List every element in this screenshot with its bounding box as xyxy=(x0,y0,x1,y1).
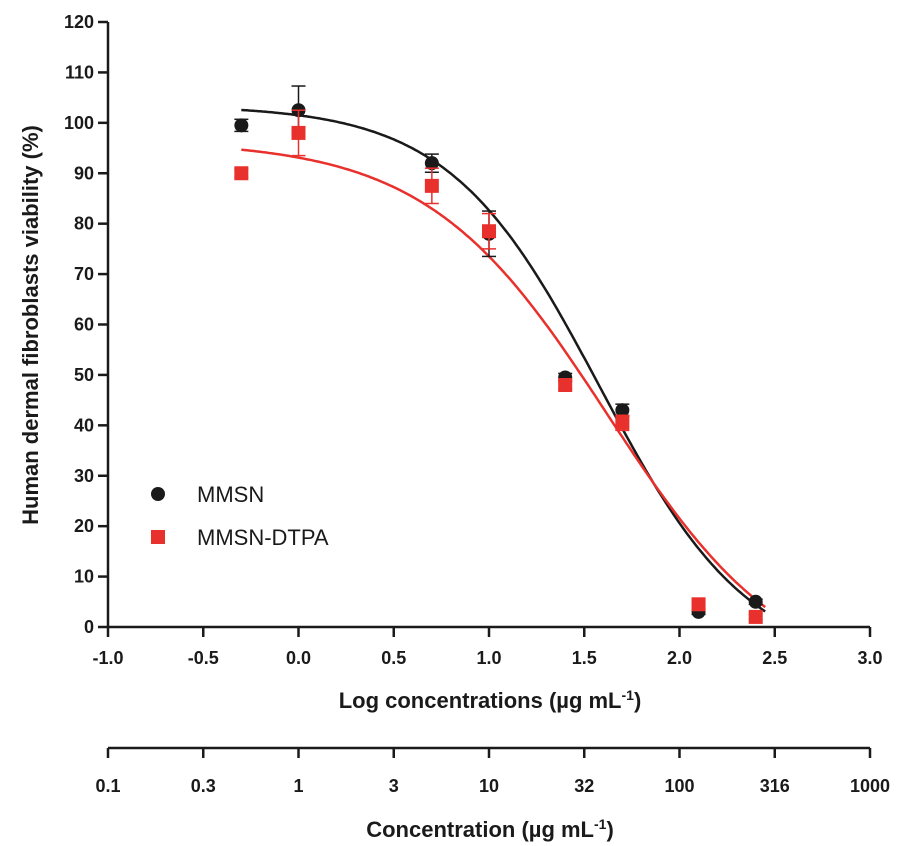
secondary-tick-label: 1000 xyxy=(850,776,890,796)
secondary-axis-title-main: Concentration (µg mL xyxy=(366,817,594,842)
fit-curve-mmsn-dtpa xyxy=(241,148,766,609)
data-point-mmsn-dtpa xyxy=(424,178,439,193)
y-tick-label: 20 xyxy=(74,516,94,536)
y-tick-label: 0 xyxy=(84,617,94,637)
x-tick-label: 2.0 xyxy=(667,648,692,668)
secondary-tick-label: 10 xyxy=(479,776,499,796)
x-tick-label: -0.5 xyxy=(188,648,219,668)
data-point-mmsn xyxy=(748,594,763,609)
secondary-tick-label: 32 xyxy=(574,776,594,796)
y-tick-label: 90 xyxy=(74,163,94,183)
data-point-mmsn-dtpa xyxy=(748,609,763,624)
x-tick-label: -1.0 xyxy=(92,648,123,668)
secondary-tick-label: 316 xyxy=(760,776,790,796)
legend-label-mmsn: MMSN xyxy=(197,482,264,507)
secondary-axis-title-close: ) xyxy=(606,817,613,842)
x-axis-title-sup: -1 xyxy=(622,687,635,703)
y-tick-label: 80 xyxy=(74,214,94,234)
data-point-mmsn-dtpa xyxy=(615,415,630,430)
y-tick-label: 110 xyxy=(65,62,94,82)
secondary-axis-title-sup: -1 xyxy=(594,816,607,832)
data-point-mmsn xyxy=(615,403,630,418)
legend-marker-mmsn-dtpa xyxy=(151,530,165,544)
y-tick-label: 100 xyxy=(64,113,94,133)
x-axis-title-close: ) xyxy=(634,688,641,713)
data-point-mmsn-dtpa xyxy=(291,125,306,140)
y-tick-label: 70 xyxy=(74,264,94,284)
x-tick-label: 3.0 xyxy=(857,648,882,668)
x-tick-label: 1.0 xyxy=(476,648,501,668)
fit-curve-mmsn xyxy=(241,108,766,613)
data-point-mmsn xyxy=(424,156,439,171)
x-axis-title: Log concentrations (µg mL-1) xyxy=(339,687,642,713)
secondary-tick-label: 0.3 xyxy=(191,776,216,796)
y-tick-label: 50 xyxy=(74,365,94,385)
x-tick-label: 0.5 xyxy=(381,648,406,668)
y-axis-title: Human dermal fibroblasts viability (%) xyxy=(18,125,43,525)
legend: MMSN MMSN-DTPA xyxy=(151,482,329,550)
data-point-mmsn-dtpa xyxy=(482,224,496,239)
secondary-tick-label: 1 xyxy=(293,776,303,796)
data-point-mmsn-dtpa xyxy=(558,378,573,392)
x-tick-label: 0.0 xyxy=(286,648,311,668)
x-tick-label: 1.5 xyxy=(572,648,597,668)
data-point-mmsn xyxy=(234,118,249,133)
legend-marker-mmsn xyxy=(151,487,165,501)
legend-label-mmsn-dtpa: MMSN-DTPA xyxy=(197,525,329,550)
y-tick-label: 30 xyxy=(74,466,94,486)
secondary-tick-label: 0.1 xyxy=(95,776,120,796)
data-point-mmsn-dtpa xyxy=(234,166,249,181)
y-tick-label: 120 xyxy=(64,12,94,32)
secondary-axis-title: Concentration (µg mL-1) xyxy=(366,816,614,842)
x-axis-title-main: Log concentrations (µg mL xyxy=(339,688,622,713)
x-tick-label: 2.5 xyxy=(762,648,787,668)
data-point-mmsn-dtpa xyxy=(691,597,706,612)
y-tick-label: 60 xyxy=(74,315,94,335)
y-tick-label: 40 xyxy=(74,415,94,435)
secondary-tick-label: 3 xyxy=(389,776,399,796)
secondary-tick-label: 100 xyxy=(664,776,694,796)
y-tick-label: 10 xyxy=(74,567,94,587)
